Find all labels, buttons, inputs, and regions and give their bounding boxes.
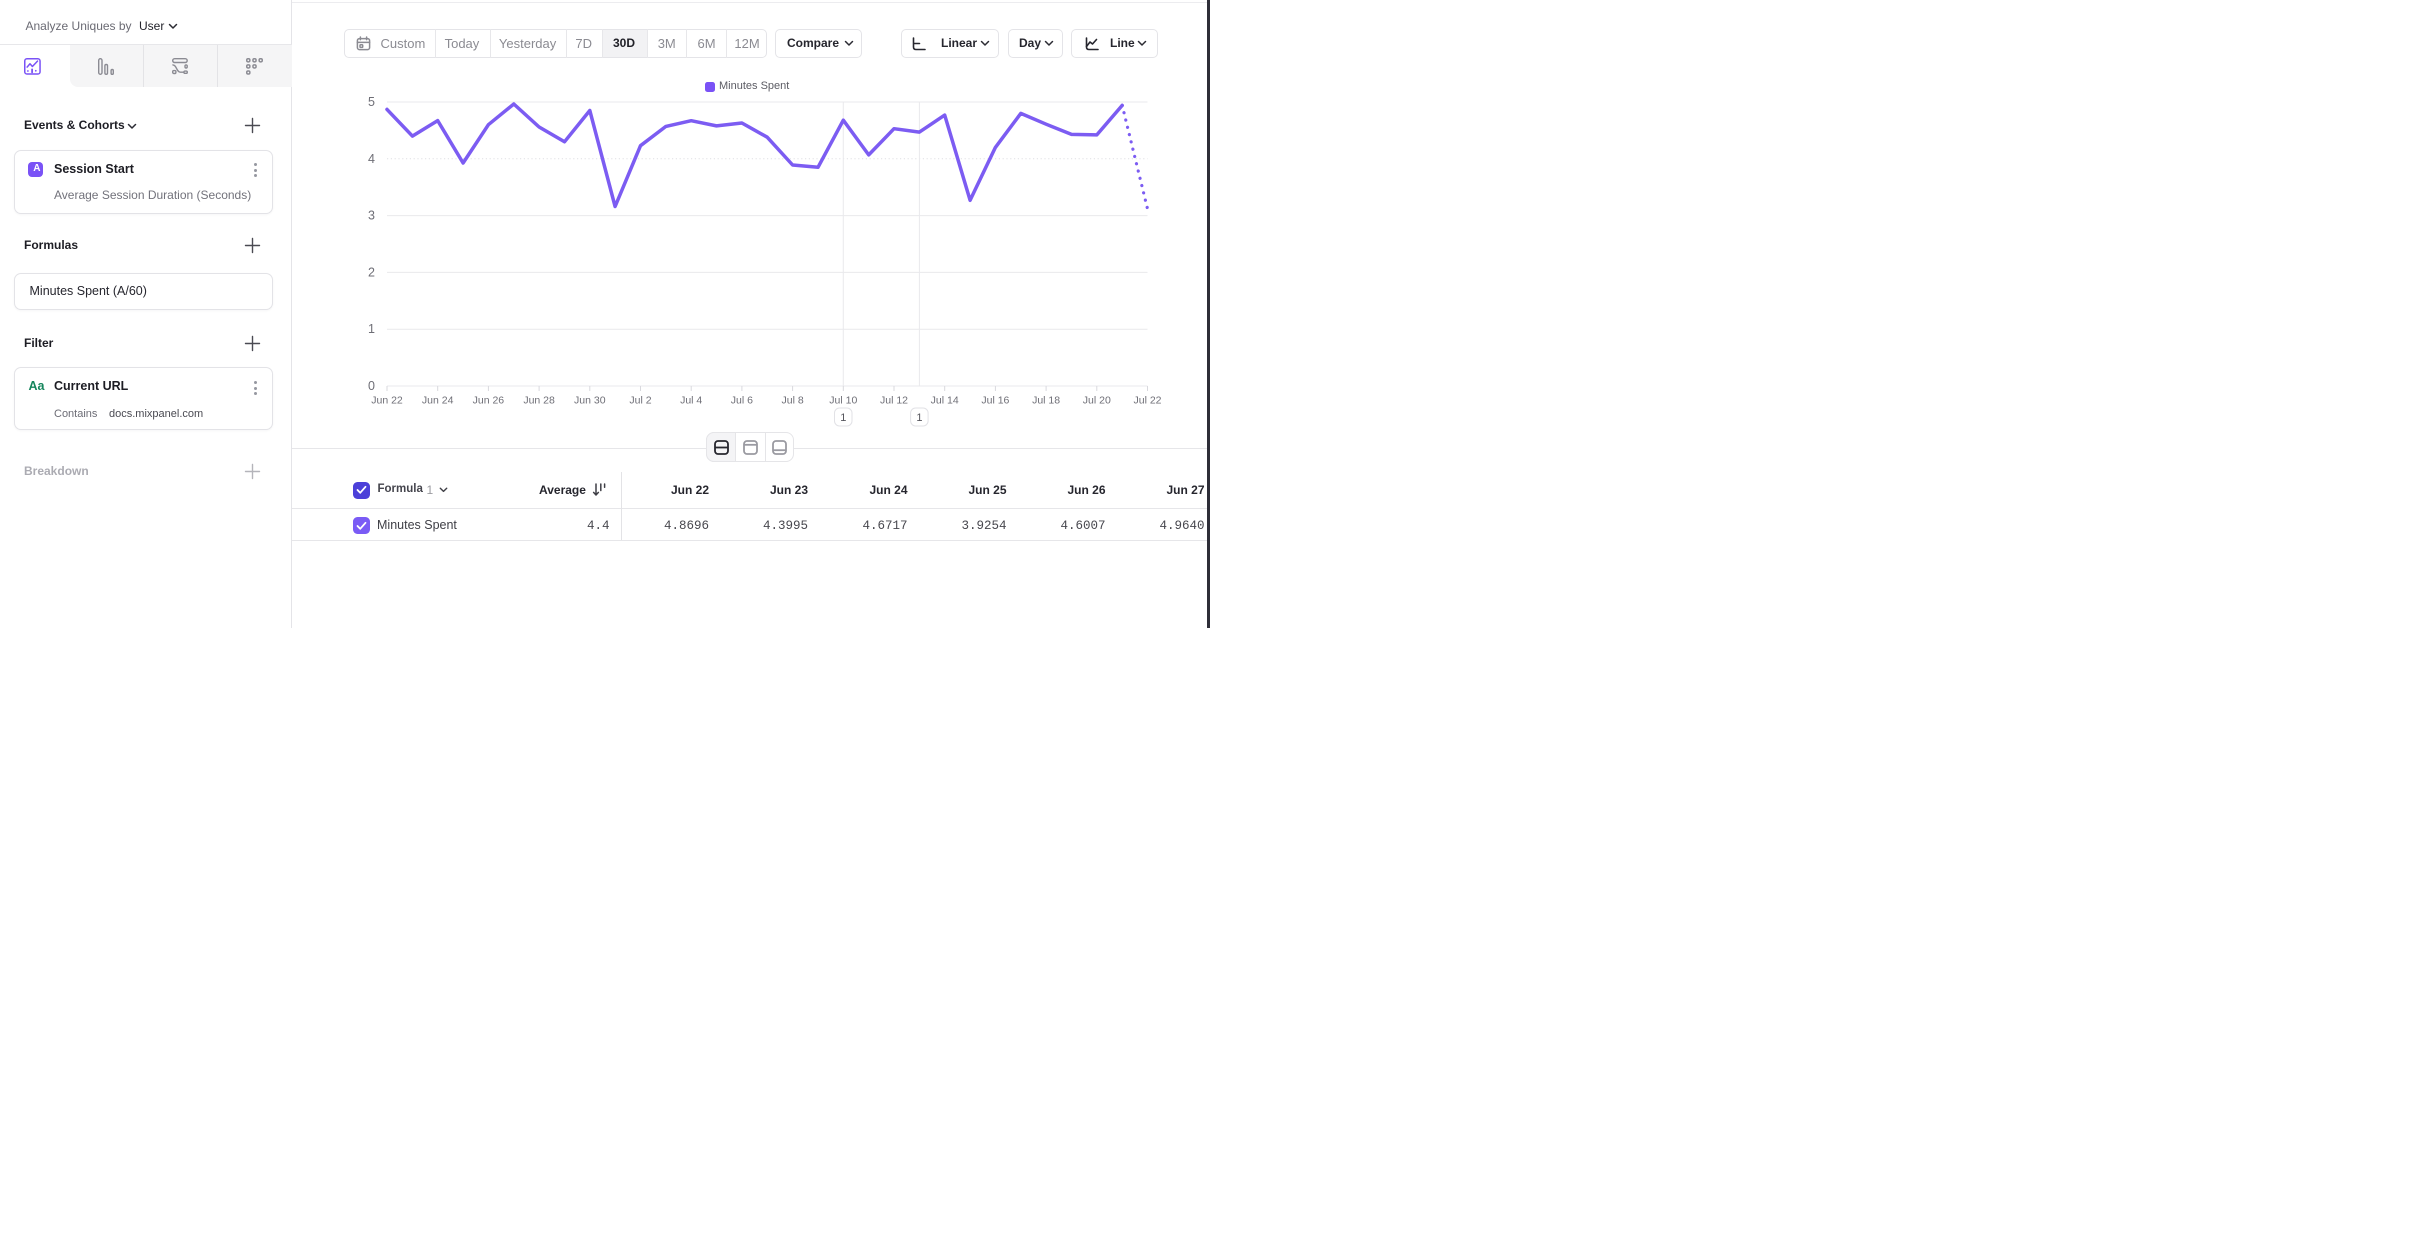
svg-text:2: 2 bbox=[368, 265, 375, 279]
svg-text:Jul 18: Jul 18 bbox=[1032, 395, 1060, 407]
svg-text:Jun 22: Jun 22 bbox=[371, 395, 403, 407]
svg-text:Jun 30: Jun 30 bbox=[574, 395, 606, 407]
svg-text:Jul 2: Jul 2 bbox=[629, 395, 651, 407]
svg-text:4: 4 bbox=[368, 152, 375, 166]
svg-text:Jul 8: Jul 8 bbox=[782, 395, 804, 407]
svg-text:1: 1 bbox=[368, 322, 375, 336]
svg-text:Jul 20: Jul 20 bbox=[1083, 395, 1111, 407]
svg-text:1: 1 bbox=[840, 412, 846, 424]
svg-text:Jul 12: Jul 12 bbox=[880, 395, 908, 407]
svg-text:3: 3 bbox=[368, 209, 375, 223]
svg-text:5: 5 bbox=[368, 95, 375, 109]
svg-text:Jun 26: Jun 26 bbox=[473, 395, 505, 407]
svg-text:Jul 6: Jul 6 bbox=[731, 395, 753, 407]
svg-text:Jun 28: Jun 28 bbox=[523, 395, 555, 407]
svg-text:0: 0 bbox=[368, 379, 375, 393]
svg-text:Jul 16: Jul 16 bbox=[981, 395, 1009, 407]
svg-text:1: 1 bbox=[916, 412, 922, 424]
svg-text:Jul 4: Jul 4 bbox=[680, 395, 702, 407]
svg-text:Jul 22: Jul 22 bbox=[1133, 395, 1161, 407]
svg-text:Jun 24: Jun 24 bbox=[422, 395, 454, 407]
svg-text:Jul 14: Jul 14 bbox=[931, 395, 959, 407]
svg-text:Jul 10: Jul 10 bbox=[829, 395, 857, 407]
